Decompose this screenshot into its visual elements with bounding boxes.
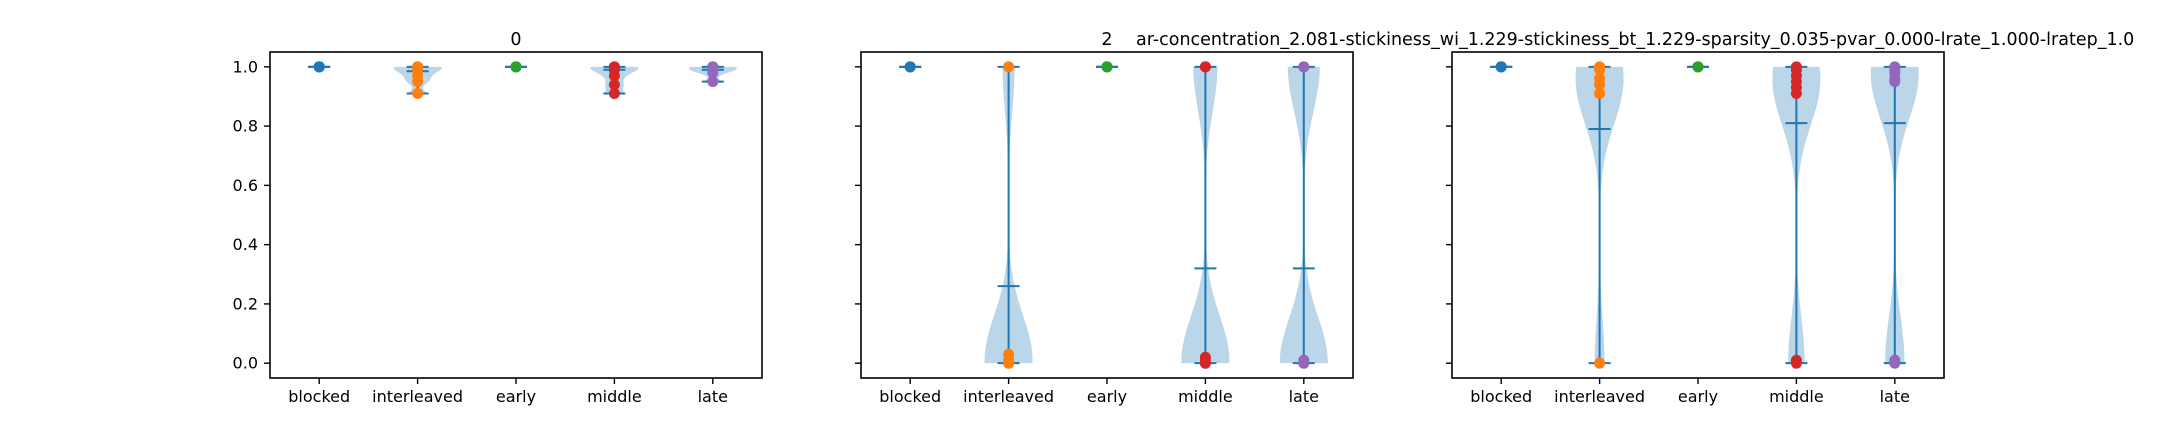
x-tick-label-interleaved: interleaved — [372, 387, 463, 406]
data-point-early-2 — [1692, 61, 1704, 73]
subplot-0: 0.0 0.2 0.4 0.6 0.8 1.0 blocked interleaved earl… — [233, 30, 763, 406]
axes-frame — [269, 51, 763, 379]
data-point-middle-7 — [1790, 357, 1802, 369]
data-point-interleaved-1 — [1594, 64, 1606, 76]
x-tick-label-late: late — [1880, 387, 1910, 406]
x-tick-label-early: early — [496, 387, 536, 406]
data-point-middle-5 — [1199, 357, 1211, 369]
data-point-blocked-3 — [313, 61, 325, 73]
subplot-2: blocked interleaved early middle late — [1446, 51, 1945, 406]
x-tick-label-early: early — [1087, 387, 1127, 406]
data-point-interleaved-5 — [412, 87, 424, 99]
subplot-title-1: 2 — [1101, 30, 1112, 50]
data-point-interleaved-4 — [1003, 357, 1015, 369]
data-point-middle-1 — [1199, 61, 1211, 73]
x-tick-label-middle: middle — [1769, 387, 1824, 406]
x-tick-label-interleaved: interleaved — [1554, 387, 1645, 406]
data-point-early-2 — [510, 61, 522, 73]
data-point-interleaved-5 — [1594, 357, 1606, 369]
data-point-late-3 — [707, 67, 719, 79]
x-tick-label-middle: middle — [1178, 387, 1233, 406]
subplot-1: blocked interleaved early middle late 2 — [855, 30, 1354, 406]
y-tick-label-4: 0.8 — [233, 117, 258, 136]
data-point-middle-5 — [1790, 87, 1802, 99]
y-tick-label-1: 0.2 — [233, 294, 258, 313]
y-tick-label-2: 0.4 — [233, 235, 258, 254]
x-tick-label-late: late — [698, 387, 728, 406]
data-point-interleaved-4 — [412, 76, 424, 88]
x-tick-label-early: early — [1678, 387, 1718, 406]
data-point-middle-3 — [608, 70, 620, 82]
data-point-middle-5 — [608, 87, 620, 99]
data-point-late-1 — [1298, 61, 1310, 73]
data-point-late-4 — [1889, 76, 1901, 88]
y-tick-label-5: 1.0 — [233, 57, 258, 76]
x-tick-label-late: late — [1289, 387, 1319, 406]
data-point-late-6 — [1889, 357, 1901, 369]
x-tick-label-blocked: blocked — [1470, 387, 1532, 406]
data-point-blocked-2 — [1495, 61, 1507, 73]
figure-suptitle: ar-concentration_2.081-stickiness_wi_1.2… — [1136, 30, 2134, 50]
axes-frame — [860, 51, 1354, 379]
axes-frame — [1451, 51, 1945, 379]
x-tick-label-interleaved: interleaved — [963, 387, 1054, 406]
data-point-early-2 — [1101, 61, 1113, 73]
data-point-late-4 — [707, 76, 719, 88]
data-point-blocked-2 — [904, 61, 916, 73]
data-point-interleaved-3 — [1594, 79, 1606, 91]
data-point-middle-4 — [608, 79, 620, 91]
x-tick-label-middle: middle — [587, 387, 642, 406]
x-tick-label-blocked: blocked — [879, 387, 941, 406]
y-tick-label-3: 0.6 — [233, 176, 258, 195]
subplot-panels: 0.0 0.2 0.4 0.6 0.8 1.0 blocked interleaved earl… — [233, 30, 1945, 406]
y-tick-label-0: 0.0 — [233, 354, 258, 373]
data-point-interleaved-4 — [1594, 87, 1606, 99]
subplot-title-0: 0 — [510, 30, 521, 50]
data-point-late-4 — [1298, 357, 1310, 369]
x-tick-label-blocked: blocked — [288, 387, 350, 406]
data-point-interleaved-0 — [1003, 61, 1015, 73]
